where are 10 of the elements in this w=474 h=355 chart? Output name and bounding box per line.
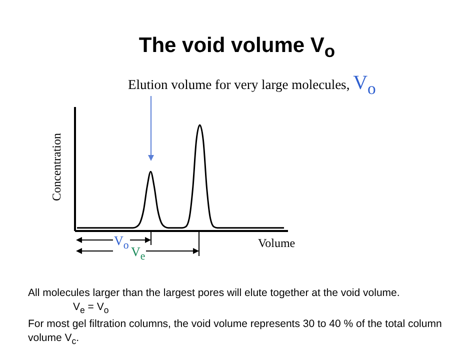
text: V$_{e}$	[130, 244, 146, 264]
text: V$_{o}$	[113, 233, 130, 253]
chart-title: The void volume V$_{o}$	[138, 34, 336, 62]
y-axis-title: Concentration	[50, 133, 64, 201]
text: V$_{o}$	[353, 72, 376, 98]
chart-subtitle: Elution volume for very large molecules,	[128, 77, 350, 92]
x-axis-title: Volume	[258, 236, 296, 251]
text: For most gel filtration columns, the void volume represents 30 to 40 % of the total column volume V$_{c}$.	[28, 317, 443, 348]
text: V$_{e}$ = V$_{o}$	[72, 300, 110, 318]
text: All molecules larger than the largest pores will elute together at the void volume.	[28, 286, 401, 300]
